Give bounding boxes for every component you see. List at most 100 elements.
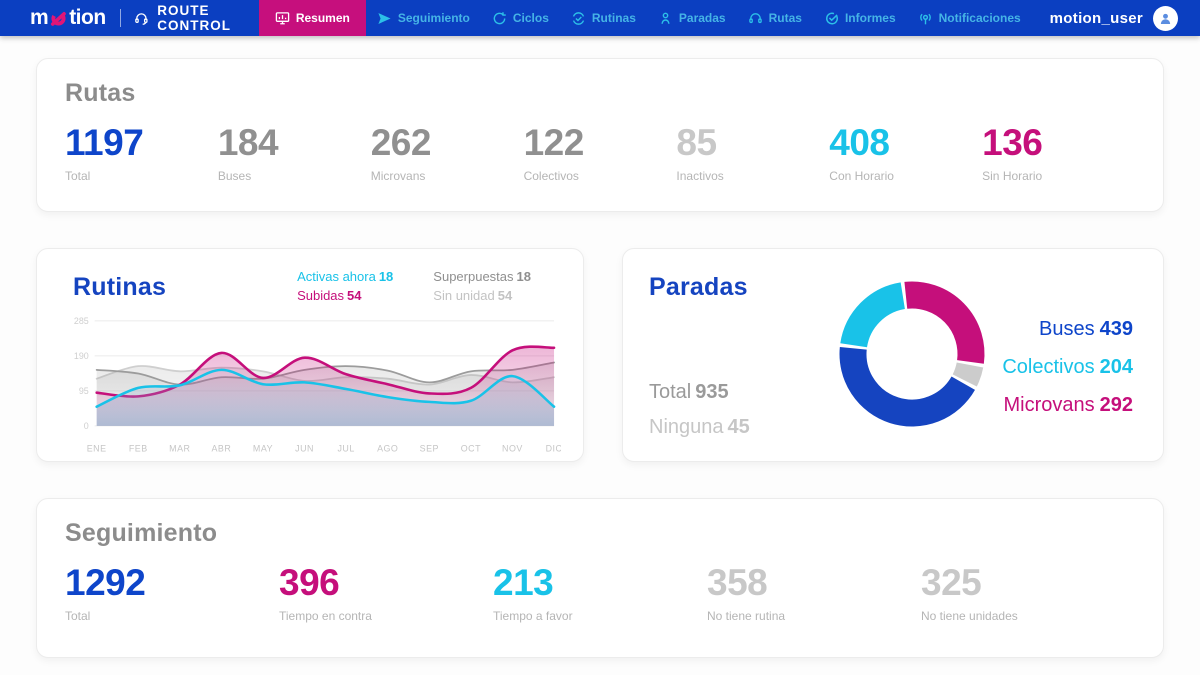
stat-label: No tiene unidades	[921, 609, 1018, 623]
svg-text:MAY: MAY	[253, 444, 273, 454]
stat-label: Inactivos	[676, 169, 724, 183]
main-navigation: Resumen Seguimiento Ciclos Rutinas	[258, 0, 1032, 36]
motion-swirl-icon	[51, 10, 66, 26]
legend-microvans: Microvans 292	[1003, 393, 1133, 416]
svg-text:ABR: ABR	[211, 444, 231, 454]
stat-no-tiene-rutina: 358 No tiene rutina	[707, 564, 921, 623]
paradas-card: Paradas Total 935 Ninguna 45 Buses 439 Cole…	[622, 248, 1164, 462]
svg-text:95: 95	[79, 386, 89, 396]
stat-value: 85	[676, 122, 717, 163]
nav-tab-resumen[interactable]: Resumen	[258, 0, 366, 36]
cycle-icon	[493, 11, 506, 24]
stat-rutas-sin-horario: 136 Sin Horario	[982, 124, 1135, 183]
nav-tab-rutas[interactable]: Rutas	[737, 0, 813, 36]
svg-text:SEP: SEP	[420, 444, 439, 454]
stat-label: Tiempo en contra	[279, 609, 372, 623]
stat-value: 1197	[65, 122, 144, 163]
nav-tab-rutinas[interactable]: Rutinas	[560, 0, 647, 36]
routine-check-icon	[572, 11, 585, 25]
stat-label: Colectivos	[523, 169, 579, 183]
dashboard-monitor-icon	[275, 11, 290, 24]
stat-label: Con Horario	[829, 169, 894, 183]
svg-text:0: 0	[84, 421, 89, 431]
legend-activas-ahora: Activas ahora 18	[297, 269, 394, 284]
svg-text:FEB: FEB	[129, 444, 148, 454]
legend-superpuestas: Superpuestas 18	[433, 269, 531, 284]
stat-seguimiento-total: 1292 Total	[65, 564, 279, 623]
seguimiento-stats: 1292 Total 396 Tiempo en contra 213 Tiem…	[65, 564, 1135, 623]
svg-text:JUL: JUL	[337, 444, 354, 454]
rutas-stats: 1197 Total 184 Buses 262 Microvans 122 C…	[65, 124, 1135, 183]
nav-tab-ciclos[interactable]: Ciclos	[481, 0, 560, 36]
dashboard: Rutas 1197 Total 184 Buses 262 Microvans…	[0, 36, 1200, 658]
paradas-title: Paradas	[649, 273, 748, 301]
seguimiento-card: Seguimiento 1292 Total 396 Tiempo en con…	[36, 498, 1164, 658]
username: motion_user	[1049, 9, 1143, 27]
stop-person-icon	[661, 12, 670, 24]
seguimiento-title: Seguimiento	[65, 519, 218, 547]
stat-tiempo-a-favor: 213 Tiempo a favor	[493, 564, 707, 623]
stat-rutas-total: 1197 Total	[65, 124, 218, 183]
nav-tab-paradas[interactable]: Paradas	[647, 0, 737, 36]
stat-rutas-con-horario: 408 Con Horario	[829, 124, 982, 183]
stat-value: 122	[523, 122, 585, 163]
stat-value: 213	[493, 562, 554, 603]
stat-label: Total	[65, 169, 91, 183]
stat-tiempo-en-contra: 396 Tiempo en contra	[279, 564, 493, 623]
stat-label: Microvans	[370, 169, 426, 183]
svg-text:AGO: AGO	[377, 444, 398, 454]
rutinas-card: Rutinas Activas ahora 18 Superpuestas 18 S…	[36, 248, 584, 462]
stat-value: 358	[707, 562, 768, 603]
nav-tab-seguimiento[interactable]: Seguimiento	[366, 0, 481, 36]
report-check-icon	[826, 12, 838, 24]
stat-value: 136	[982, 122, 1043, 163]
rutas-title: Rutas	[65, 79, 136, 107]
top-navbar: m tion ROUTE CONTROL Resumen	[0, 0, 1200, 36]
stat-label: Total	[65, 609, 91, 623]
stat-label: Tiempo a favor	[493, 609, 573, 623]
nav-tab-informes[interactable]: Informes	[813, 0, 907, 36]
stat-rutas-buses: 184 Buses	[218, 124, 371, 183]
stat-no-tiene-unidades: 325 No tiene unidades	[921, 564, 1135, 623]
svg-text:190: 190	[74, 351, 89, 361]
stat-value: 262	[370, 122, 432, 163]
legend-sin-unidad: Sin unidad 54	[433, 288, 513, 303]
paradas-ninguna: Ninguna 45	[649, 416, 750, 438]
send-icon	[378, 12, 391, 24]
stat-rutas-microvans: 262 Microvans	[371, 124, 524, 183]
logo-text-end: tion	[69, 6, 106, 29]
rutinas-line-chart: 0 95 190 285 ENE FEB MAR ABR MAY JUN JUL AGO SEP OCT N…	[61, 309, 562, 463]
user-area: motion_user	[1049, 5, 1178, 31]
rutas-card: Rutas 1197 Total 184 Buses 262 Microvans…	[36, 58, 1164, 212]
logo-text-start: m	[30, 6, 49, 29]
nav-tab-notificaciones[interactable]: Notificaciones	[907, 0, 1032, 36]
stat-value: 408	[829, 122, 890, 163]
svg-text:OCT: OCT	[461, 444, 481, 454]
stat-label: Sin Horario	[982, 169, 1043, 183]
headset-icon	[135, 12, 149, 25]
stat-label: No tiene rutina	[707, 609, 786, 623]
svg-text:DIC: DIC	[546, 444, 561, 454]
notification-ping-icon	[919, 13, 931, 24]
paradas-donut-chart	[827, 269, 997, 439]
person-icon	[1160, 13, 1171, 24]
svg-text:ENE: ENE	[87, 444, 107, 454]
svg-text:285: 285	[74, 316, 89, 326]
user-avatar[interactable]	[1153, 5, 1178, 31]
stat-value: 1292	[65, 562, 146, 603]
paradas-legend: Buses 439 Colectivos 204 Microvans 292	[1002, 318, 1133, 417]
rutinas-legend: Activas ahora 18 Superpuestas 18 Subidas 54…	[297, 269, 531, 303]
rutinas-title: Rutinas	[73, 273, 167, 301]
product-name: ROUTE CONTROL	[134, 3, 258, 33]
svg-text:MAR: MAR	[169, 444, 190, 454]
stat-value: 325	[921, 562, 982, 603]
stat-value: 184	[217, 122, 279, 163]
motion-logo[interactable]: m tion	[30, 6, 106, 30]
legend-buses: Buses 439	[1039, 317, 1133, 340]
route-headset-icon	[748, 12, 762, 23]
stat-rutas-colectivos: 122 Colectivos	[524, 124, 677, 183]
stat-label: Buses	[217, 169, 252, 183]
legend-subidas: Subidas 54	[297, 288, 362, 303]
paradas-total: Total 935	[649, 381, 729, 403]
nav-divider	[119, 9, 121, 27]
